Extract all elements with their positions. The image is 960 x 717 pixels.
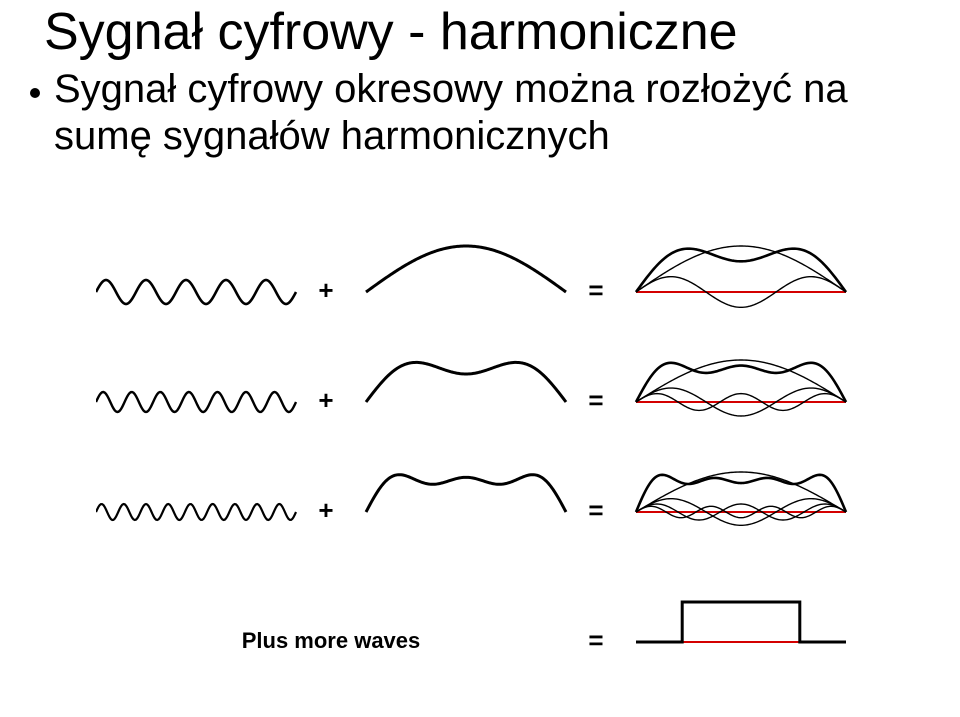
plus-icon: + <box>318 385 333 415</box>
right-harmonic-1-1 <box>636 246 846 292</box>
page-title: Sygnał cyfrowy - harmoniczne <box>44 2 738 62</box>
harmonics-diagram: + = + = + = Plus more waves = <box>96 242 864 694</box>
mid-wave-row3 <box>366 475 566 512</box>
plus-icon: + <box>318 495 333 525</box>
mid-wave-row2 <box>366 362 566 402</box>
square-wave <box>636 602 846 642</box>
left-wave-row2 <box>96 392 296 412</box>
plus-icon: + <box>318 275 333 305</box>
equals-icon: = <box>588 385 603 415</box>
left-wave-row3 <box>96 504 296 520</box>
left-wave-row1 <box>96 280 296 304</box>
equals-icon: = <box>588 625 603 655</box>
equals-icon: = <box>588 275 603 305</box>
bullet-dot <box>30 88 40 98</box>
bullet-text: Sygnał cyfrowy okresowy można rozłożyć n… <box>54 66 848 160</box>
more-waves-caption: Plus more waves <box>242 628 421 653</box>
equals-icon: = <box>588 495 603 525</box>
mid-wave-row1 <box>366 246 566 292</box>
slide: Sygnał cyfrowy - harmoniczne Sygnał cyfr… <box>0 0 960 717</box>
bullet-row: Sygnał cyfrowy okresowy można rozłożyć n… <box>30 66 848 160</box>
